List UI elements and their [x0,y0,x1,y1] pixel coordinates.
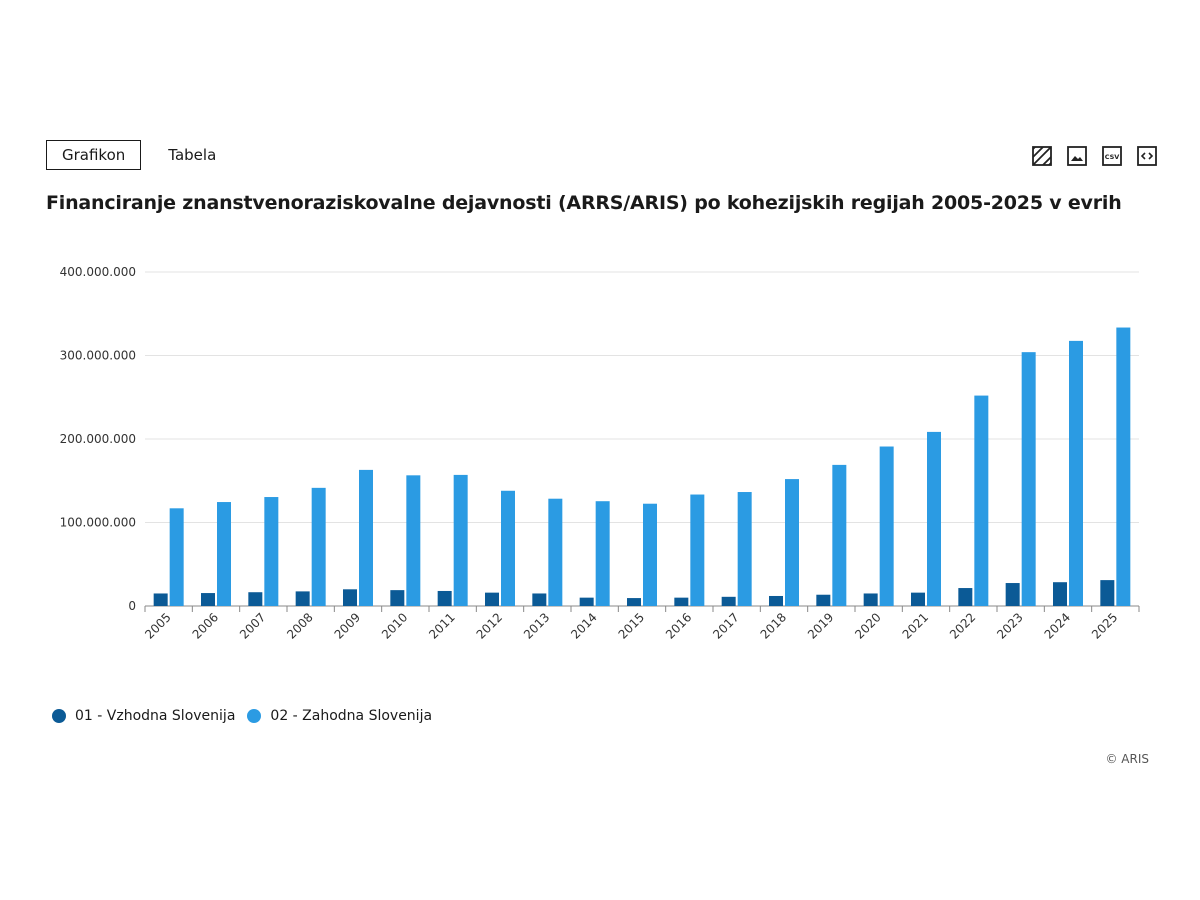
legend-item-series-1[interactable]: 01 - Vzhodna Slovenija [52,708,235,724]
bar-series-1-2020[interactable] [863,593,878,606]
x-tick-label: 2019 [805,610,836,641]
bar-chart: 0 100.000.000 200.000.000 300.000.000 400.00… [60,265,1140,642]
csv-download-icon[interactable]: CSV [1101,145,1123,167]
bar-series-2-2024[interactable] [1069,340,1083,606]
bar-series-1-2007[interactable] [248,592,263,606]
legend-marker-series-2 [247,709,262,723]
bar-series-2-2005[interactable] [169,508,184,606]
x-tick-label: 2020 [852,610,883,641]
x-tick-label: 2015 [616,610,647,641]
bar-series-2-2010[interactable] [406,475,421,606]
bar-series-2-2016[interactable] [690,494,705,606]
x-tick-label: 2024 [1042,610,1073,641]
bar-series-2-2022[interactable] [974,395,989,606]
image-download-icon[interactable] [1066,145,1088,167]
bar-series-1-2005[interactable] [153,593,168,606]
bar-series-2-2012[interactable] [501,490,515,606]
bar-series-1-2011[interactable] [437,590,452,606]
bar-series-1-2025[interactable] [1100,580,1115,606]
x-tick-label: 2006 [190,610,221,641]
x-tick-label: 2008 [284,610,315,641]
bar-series-1-2010[interactable] [390,590,405,606]
x-tick-label: 2016 [663,610,694,641]
tab-chart[interactable]: Grafikon [46,140,142,170]
x-tick-label: 2014 [568,610,599,641]
y-tick-label: 0 [128,599,136,613]
bar-series-1-2006[interactable] [201,593,215,606]
chart-legend: 01 - Vzhodna Slovenija 02 - Zahodna Slov… [52,708,432,724]
y-tick-label: 100.000.000 [60,516,136,530]
chart-toolbar: CSV [1031,145,1158,167]
legend-label-series-2: 02 - Zahodna Slovenija [270,708,433,724]
bar-series-2-2015[interactable] [643,503,657,606]
tab-table[interactable]: Tabela [152,140,233,170]
bar-series-2-2014[interactable] [595,501,610,606]
embed-code-icon[interactable] [1136,145,1158,167]
bar-series-2-2023[interactable] [1021,352,1036,606]
bar-series-2-2013[interactable] [548,498,563,606]
bar-series-2-2018[interactable] [785,479,799,606]
bar-series-2-2019[interactable] [832,464,847,606]
x-tick-label: 2011 [426,610,457,641]
bar-series-1-2019[interactable] [816,594,831,606]
svg-text:CSV: CSV [1105,153,1120,161]
bar-series-2-2020[interactable] [879,446,894,606]
bar-series-2-2008[interactable] [311,487,326,606]
x-tick-label: 2017 [710,610,741,641]
y-tick-label: 300.000.000 [60,349,136,363]
credit-text: © ARIS [1105,752,1149,766]
bar-series-2-2017[interactable] [737,492,752,606]
bar-series-1-2024[interactable] [1053,582,1067,606]
y-tick-label: 400.000.000 [60,265,136,279]
legend-label-series-1: 01 - Vzhodna Slovenija [75,708,236,724]
y-tick-label: 200.000.000 [60,432,136,446]
bar-series-1-2016[interactable] [674,597,689,606]
bar-series-2-2006[interactable] [217,502,231,606]
x-tick-label: 2023 [994,610,1025,641]
bar-series-1-2009[interactable] [343,589,357,606]
bar-series-1-2008[interactable] [295,591,310,606]
bar-series-1-2014[interactable] [579,597,594,606]
bar-series-1-2012[interactable] [485,592,499,606]
view-tabs: Grafikon Tabela [46,140,233,170]
bar-series-1-2017[interactable] [721,596,736,606]
x-tick-label: 2012 [474,610,505,641]
bar-series-2-2021[interactable] [927,431,941,606]
bar-series-1-2015[interactable] [627,598,641,606]
x-tick-label: 2010 [379,610,410,641]
bar-series-1-2013[interactable] [532,593,547,606]
x-tick-label: 2025 [1089,610,1120,641]
x-tick-label: 2022 [947,610,978,641]
bar-series-1-2021[interactable] [911,592,925,606]
chart-title: Financiranje znanstvenoraziskovalne deja… [46,192,1122,214]
legend-item-series-2[interactable]: 02 - Zahodna Slovenija [247,708,432,724]
bar-series-2-2011[interactable] [453,474,468,606]
bar-series-2-2009[interactable] [359,469,373,606]
pattern-toggle-icon[interactable] [1031,145,1053,167]
x-tick-label: 2013 [521,610,552,641]
bar-series-1-2022[interactable] [958,588,973,606]
x-tick-label: 2018 [758,610,789,641]
x-tick-label: 2021 [900,610,931,641]
x-tick-label: 2005 [142,610,173,641]
bar-series-2-2007[interactable] [264,497,279,606]
legend-marker-series-1 [52,709,66,723]
bar-series-1-2023[interactable] [1005,583,1020,606]
x-tick-label: 2009 [332,610,363,641]
x-tick-label: 2007 [237,610,268,641]
bar-series-2-2025[interactable] [1116,327,1131,606]
bar-series-1-2018[interactable] [769,595,783,606]
